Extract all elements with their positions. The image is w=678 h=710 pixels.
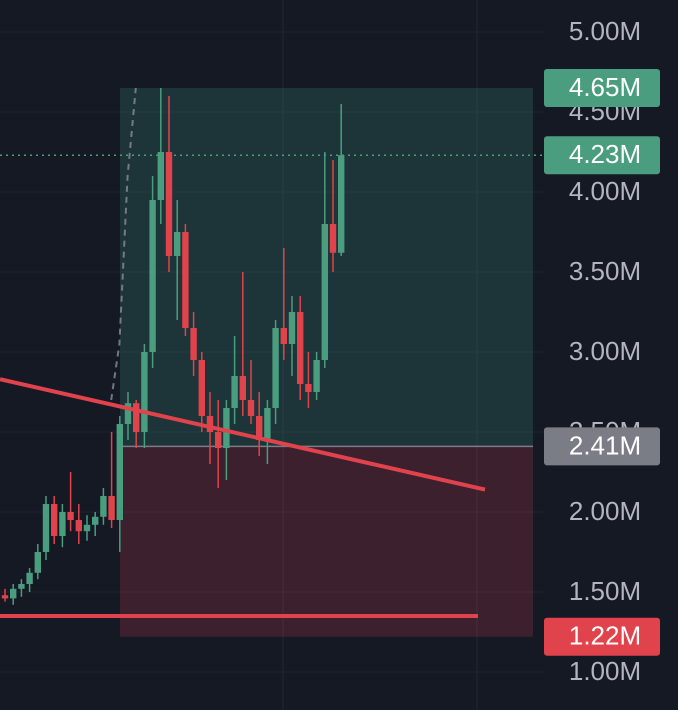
candle-body	[42, 504, 50, 552]
candle-body	[264, 408, 271, 440]
candle-body	[10, 588, 17, 599]
candle-body	[338, 155, 345, 253]
price-badge	[544, 136, 660, 175]
candle-body	[206, 416, 214, 432]
candle-body	[149, 200, 156, 352]
candle-body	[231, 376, 238, 408]
pattern-curve	[110, 87, 137, 401]
price-badge-label: 4.65M	[569, 72, 641, 102]
y-tick-label: 4.00M	[569, 176, 641, 206]
y-tick-label: 1.50M	[569, 576, 641, 606]
candle-body	[124, 403, 132, 424]
price-badge-label: 1.22M	[569, 621, 641, 651]
candle-body	[26, 572, 33, 584]
candle-body	[329, 224, 337, 253]
candle-body	[67, 512, 74, 520]
candle-body	[92, 516, 99, 525]
candle-body	[321, 224, 328, 360]
candle-body	[34, 552, 41, 573]
candle-body	[239, 376, 246, 400]
price-badge	[544, 427, 660, 466]
candle-body	[141, 352, 148, 432]
candle-body	[198, 360, 205, 416]
candle-body	[247, 400, 255, 416]
candle-body	[75, 520, 82, 532]
y-tick-label: 2.00M	[569, 496, 641, 526]
y-tick-label: 1.00M	[569, 656, 641, 686]
candle-body	[190, 328, 197, 360]
price-badge-label: 2.41M	[569, 430, 641, 460]
candle-body	[288, 312, 296, 344]
candle-body	[100, 496, 107, 517]
candle-body	[18, 584, 25, 589]
y-tick-label: 5.00M	[569, 16, 641, 46]
price-badge	[544, 69, 660, 107]
loss-zone	[120, 446, 533, 637]
candle-body	[182, 232, 189, 328]
candle-body	[313, 360, 320, 392]
candle-body	[116, 424, 123, 520]
candle-body	[59, 512, 66, 536]
y-tick-label: 3.50M	[569, 256, 641, 286]
candle-body	[83, 524, 91, 532]
candle-body	[51, 504, 58, 536]
candle-body	[157, 152, 164, 200]
price-badge-label: 4.23M	[569, 139, 641, 169]
price-badge	[544, 617, 660, 656]
y-tick-label: 3.00M	[569, 336, 641, 366]
candle-body	[215, 432, 222, 448]
candle-body	[165, 152, 173, 256]
candle-body	[305, 384, 312, 392]
candle-body	[133, 403, 140, 432]
candle-body	[297, 312, 304, 384]
candle-body	[1, 595, 9, 599]
trend-line	[0, 377, 486, 492]
candle-body	[174, 232, 181, 256]
candle-body	[272, 328, 279, 408]
candle-body	[108, 496, 115, 520]
candle-body	[280, 328, 287, 344]
candle-body	[256, 416, 263, 440]
candle-body	[223, 408, 230, 448]
